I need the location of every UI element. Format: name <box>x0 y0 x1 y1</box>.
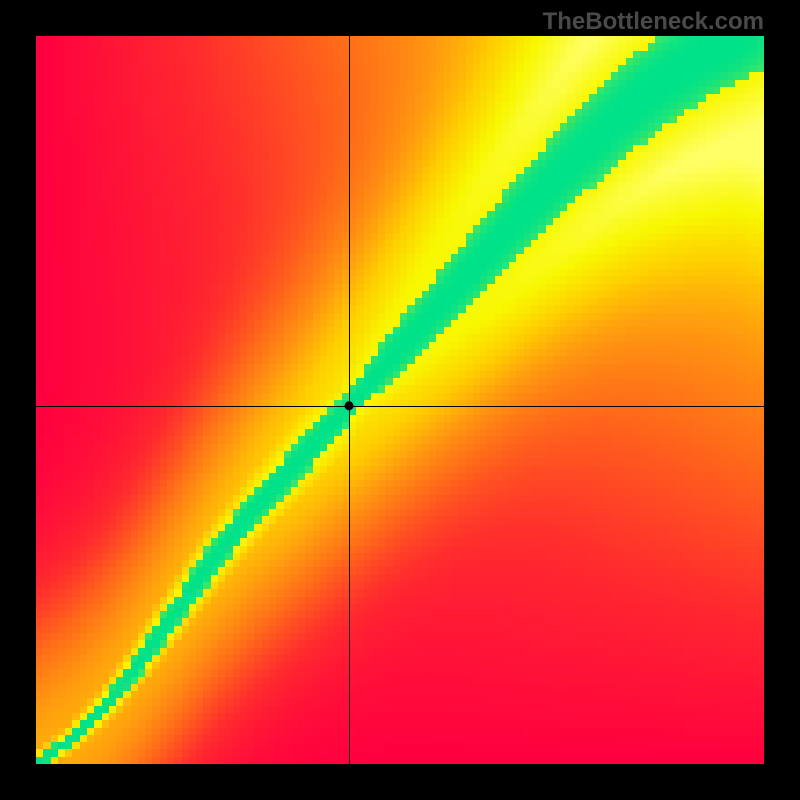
bottleneck-heatmap <box>0 0 800 800</box>
chart-container: { "canvas": { "width": 800, "height": 80… <box>0 0 800 800</box>
watermark-text: TheBottleneck.com <box>543 8 764 36</box>
